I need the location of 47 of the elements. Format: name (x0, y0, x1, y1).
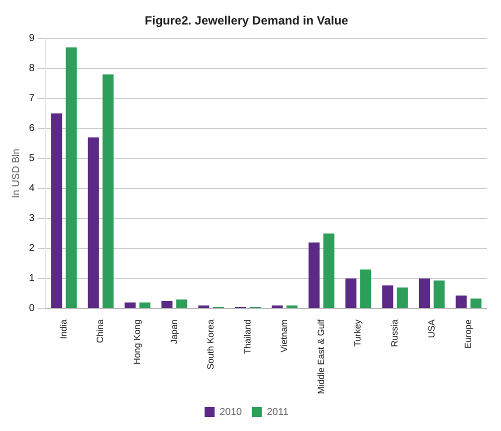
y-axis-title: In USD Bln (10, 148, 22, 198)
bar (456, 296, 467, 308)
bar (382, 285, 394, 308)
y-tick-label: 3 (29, 213, 35, 224)
x-tick-label: Middle East & Gulf (316, 318, 326, 394)
y-tick-label: 5 (29, 153, 35, 164)
bar (418, 278, 430, 308)
bar (176, 299, 188, 308)
y-tick-label: 0 (29, 303, 35, 314)
bar (66, 47, 77, 308)
x-tick-label: China (95, 319, 106, 343)
bar (139, 302, 150, 308)
bar (360, 269, 372, 308)
legend-label: 2011 (266, 406, 289, 418)
x-tick-label: Thailand (242, 319, 252, 354)
x-tick-label: Russia (390, 319, 400, 347)
bar (161, 300, 172, 308)
x-tick-label: Hong Kong (132, 319, 142, 365)
chart-title: Figure2. Jewellery Demand in Value (144, 14, 349, 28)
bar (470, 298, 482, 308)
y-tick-label: 6 (29, 123, 35, 134)
bar (88, 137, 99, 308)
x-tick-label: Japan (168, 319, 179, 344)
x-tick-label: Vietnam (279, 319, 290, 352)
y-tick-label: 2 (29, 243, 35, 254)
legend-label: 2010 (220, 406, 242, 418)
bar (345, 278, 356, 308)
x-tick-label: South Korea (206, 319, 216, 370)
x-tick-label: Europe (463, 319, 474, 348)
bar (308, 242, 320, 308)
y-tick-label: 9 (29, 33, 35, 44)
bar (286, 305, 298, 308)
bar (51, 113, 62, 308)
bar (396, 287, 408, 308)
bar (434, 280, 445, 308)
bar (272, 305, 283, 308)
y-tick-label: 8 (29, 63, 35, 74)
y-tick-label: 4 (29, 183, 35, 194)
x-tick-label: Turkey (352, 318, 363, 347)
y-tick-label: 7 (29, 93, 35, 104)
y-tick-label: 1 (29, 273, 35, 284)
bar (124, 302, 136, 308)
x-tick-label: USA (426, 319, 436, 338)
bar (323, 233, 334, 308)
bar (102, 74, 114, 308)
x-tick-label: India (58, 319, 68, 339)
bar (198, 305, 210, 308)
